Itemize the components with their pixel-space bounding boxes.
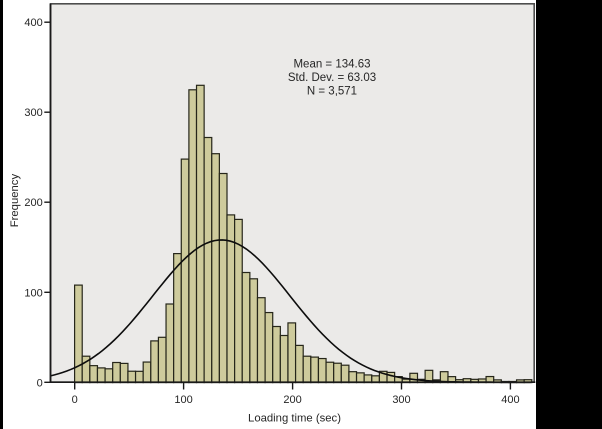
svg-text:200: 200 [24,197,42,209]
svg-text:Loading time (sec): Loading time (sec) [248,413,341,425]
svg-text:Std. Dev. = 63.03: Std. Dev. = 63.03 [288,72,376,84]
svg-text:400: 400 [24,17,42,29]
svg-text:400: 400 [501,394,519,406]
svg-text:300: 300 [24,107,42,119]
svg-text:100: 100 [174,394,192,406]
svg-text:0: 0 [37,377,43,389]
svg-text:300: 300 [392,394,410,406]
svg-text:N = 3,571: N = 3,571 [307,85,357,97]
svg-text:Mean = 134.63: Mean = 134.63 [293,59,370,71]
svg-text:100: 100 [24,287,42,299]
svg-text:Frequency: Frequency [9,174,21,228]
svg-text:200: 200 [283,394,301,406]
svg-text:0: 0 [72,394,78,406]
